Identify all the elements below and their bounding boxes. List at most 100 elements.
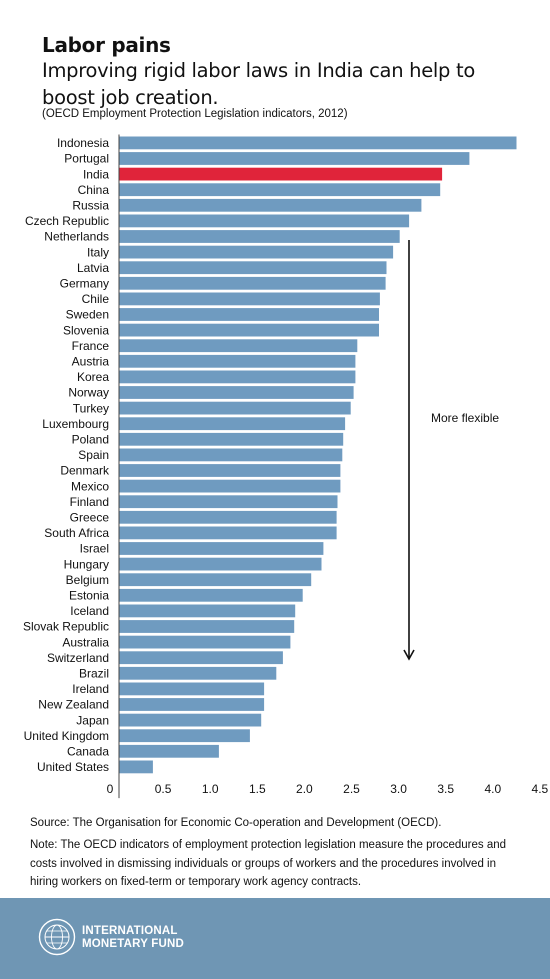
arrow-head-icon: [403, 649, 415, 661]
category-label: Netherlands: [44, 230, 109, 244]
units-note: (OECD Employment Protection Legislation …: [42, 108, 348, 120]
methodology-note: Note: The OECD indicators of employment …: [30, 839, 507, 888]
x-tick-label: 2.0: [296, 782, 313, 796]
category-label: Hungary: [64, 557, 109, 571]
category-label: Poland: [72, 433, 109, 447]
bar-portugal: [119, 152, 470, 165]
bar-slovenia: [119, 323, 379, 337]
bar-slovak-republic: [119, 620, 295, 633]
category-label: United Kingdom: [24, 729, 109, 743]
imf-seal-icon: [38, 918, 76, 956]
category-label: Israel: [80, 542, 109, 556]
imf-logo-text: INTERNATIONAL MONETARY FUND: [82, 925, 185, 950]
chart-title: Labor pains: [42, 33, 171, 57]
category-label: Germany: [60, 277, 109, 291]
bar-finland: [119, 495, 338, 509]
category-label: Sweden: [66, 308, 109, 322]
bar-japan: [119, 713, 262, 727]
x-tick-label: 1.5: [249, 782, 266, 796]
bar-canada: [119, 744, 219, 758]
chart-subtitle: Improving rigid labor laws in India can …: [42, 59, 475, 109]
category-label: Czech Republic: [25, 214, 109, 228]
bar-spain: [119, 448, 343, 462]
bar-indonesia: [119, 136, 517, 150]
bar-belgium: [119, 573, 312, 587]
category-label: Australia: [62, 635, 109, 649]
category-label: South Africa: [44, 526, 109, 540]
bar-iceland: [119, 604, 296, 618]
category-label: Slovak Republic: [23, 620, 109, 634]
x-tick-label: 0.5: [155, 782, 172, 796]
bar-hungary: [119, 557, 322, 571]
x-tick-label: 4.5: [532, 782, 549, 796]
bar-israel: [119, 542, 324, 555]
bar-ireland: [119, 682, 265, 696]
bars: [119, 136, 517, 774]
category-label: Denmark: [60, 464, 110, 478]
bar-switzerland: [119, 651, 283, 665]
bar-new-zealand: [119, 698, 265, 711]
bar-south-africa: [119, 526, 337, 540]
bar-norway: [119, 386, 354, 399]
bar-china: [119, 183, 441, 197]
bar-latvia: [119, 261, 387, 275]
footer-bar: INTERNATIONAL MONETARY FUND: [0, 898, 550, 979]
category-label: Brazil: [79, 667, 109, 681]
category-label: China: [78, 183, 110, 197]
bar-sweden: [119, 308, 379, 321]
x-axis-ticks: 0 0.5 1.0 1.5 2.0 2.5 3.0 3.5 4.0 4.5: [107, 782, 549, 796]
category-label: Korea: [77, 370, 109, 384]
category-label: Russia: [72, 199, 109, 213]
bar-russia: [119, 198, 422, 212]
category-label: Estonia: [69, 589, 109, 603]
category-label: Latvia: [77, 261, 109, 275]
bar-poland: [119, 432, 344, 446]
bar-greece: [119, 510, 337, 524]
x-tick-label: 4.0: [484, 782, 501, 796]
category-label: United States: [37, 760, 109, 774]
bar-united-states: [119, 760, 153, 774]
bar-luxembourg: [119, 417, 346, 431]
source-note: Source: The Organisation for Economic Co…: [30, 817, 442, 829]
category-label: Greece: [70, 511, 110, 525]
category-label: Switzerland: [47, 651, 109, 665]
x-tick-label: 2.5: [343, 782, 360, 796]
bar-denmark: [119, 464, 341, 477]
x-tick-label: 3.0: [390, 782, 407, 796]
category-label: Portugal: [64, 152, 109, 166]
category-label: Canada: [67, 745, 109, 759]
category-label: Ireland: [72, 682, 109, 696]
bar-france: [119, 339, 358, 353]
bar-korea: [119, 370, 356, 384]
category-label: Austria: [72, 355, 110, 369]
category-label: Indonesia: [57, 136, 109, 150]
category-label: Finland: [70, 495, 109, 509]
category-label: Spain: [78, 448, 109, 462]
bar-netherlands: [119, 230, 400, 243]
bar-germany: [119, 276, 386, 290]
bar-czech-republic: [119, 214, 410, 228]
bar-chile: [119, 292, 380, 306]
category-label: Belgium: [66, 573, 109, 587]
bar-italy: [119, 245, 394, 259]
x-tick-label: 0: [107, 782, 114, 796]
category-label: Norway: [68, 386, 109, 400]
annotation-label: More flexible: [431, 411, 499, 425]
category-label: Japan: [76, 713, 109, 727]
x-tick-label: 1.0: [202, 782, 219, 796]
bar-turkey: [119, 401, 351, 415]
category-label: Luxembourg: [42, 417, 109, 431]
bar-united-kingdom: [119, 729, 250, 743]
category-label: Italy: [87, 245, 109, 259]
category-label: Slovenia: [63, 323, 109, 337]
bar-brazil: [119, 666, 277, 680]
category-label: Chile: [82, 292, 110, 306]
category-label: Mexico: [71, 479, 109, 493]
category-label: New Zealand: [38, 698, 109, 712]
category-label: Iceland: [70, 604, 109, 618]
bar-india: [119, 167, 443, 181]
category-label: India: [83, 167, 109, 181]
category-label: France: [72, 339, 110, 353]
